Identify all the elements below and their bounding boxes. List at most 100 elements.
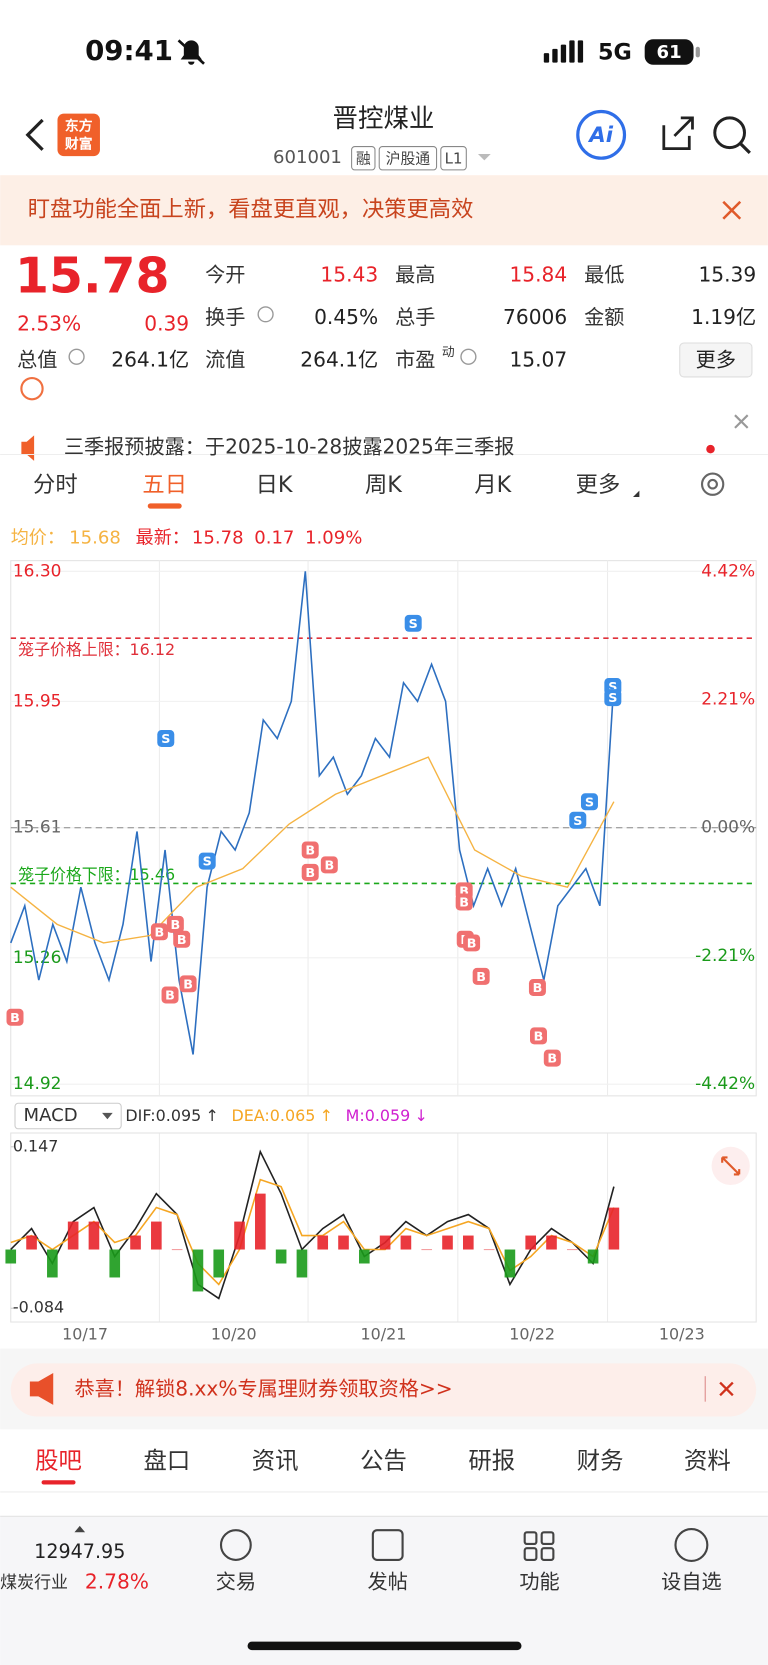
section-tab[interactable]: 股吧 [35, 1447, 82, 1475]
trade-marker [404, 614, 422, 632]
field-value: 0.45% [314, 305, 378, 329]
change: 0.39 [144, 311, 189, 335]
trade-marker-label: B [165, 989, 175, 1004]
trade-marker-label: B [305, 844, 315, 859]
trade-marker [569, 811, 587, 829]
tab[interactable]: 月K [474, 472, 512, 498]
stock-name: 晋控煤业 [333, 104, 435, 134]
tab[interactable]: 日K [256, 472, 294, 498]
trade-marker-label: B [467, 936, 477, 951]
badge-text: 沪股通 [386, 149, 431, 167]
trade-marker-label: B [183, 977, 193, 992]
app-logo [57, 113, 100, 157]
nav-item[interactable]: 功能 [519, 1570, 559, 1594]
section-tab[interactable]: 资料 [684, 1447, 731, 1475]
trade-marker [166, 915, 184, 933]
indicator-arrow: ↑ [320, 1106, 333, 1125]
macd-bar [608, 1207, 620, 1250]
macd-bar [504, 1249, 516, 1278]
field-value: 15.39 [698, 263, 756, 287]
search-button[interactable] [713, 116, 751, 155]
section-underline [41, 1480, 76, 1485]
macd-bar [296, 1249, 308, 1278]
macd-bar [566, 1249, 578, 1251]
promo-bg[interactable] [10, 1363, 757, 1417]
index-value: 12947.95 [34, 1540, 125, 1563]
macd-bar [26, 1235, 37, 1250]
trade-marker [301, 841, 319, 859]
banner-text: 盯盘功能全面上新，看盘更直观，决策更高效 [28, 197, 474, 223]
tab[interactable]: 分时 [33, 472, 78, 498]
legend-change-pct: 1.09% [305, 527, 362, 548]
cage-limit-label: 笼子价格上限：16.12 [18, 639, 175, 658]
nav-icons [219, 1528, 709, 1562]
macd-bar [442, 1235, 453, 1250]
cage-limit-name: 笼子价格下限： [18, 864, 129, 883]
y-tick-label: 15.95 [13, 691, 62, 711]
trade-marker [580, 793, 598, 811]
trade-marker [179, 975, 197, 993]
x-tick-label: 10/17 [62, 1324, 108, 1343]
more-button[interactable] [679, 342, 753, 378]
macd-bar [234, 1221, 245, 1250]
promo-close[interactable] [719, 1381, 734, 1397]
macd-title: MACD [23, 1105, 77, 1126]
tab[interactable]: 五日 [142, 472, 187, 498]
section-tab[interactable]: 资讯 [252, 1447, 299, 1475]
info-icon [257, 306, 274, 323]
y2-tick-label: 2.21% [701, 690, 755, 710]
trade-marker [530, 1027, 547, 1045]
section-tab[interactable]: 公告 [360, 1447, 407, 1475]
indicator-label: DIF: [125, 1106, 155, 1125]
cage-limit-label: 笼子价格下限：15.46 [18, 864, 175, 883]
macd-bar [338, 1235, 349, 1250]
settings-icon[interactable] [700, 472, 725, 496]
nav-item[interactable]: 设自选 [661, 1570, 721, 1594]
more-label: 更多 [696, 348, 736, 372]
trade-marker-label: S [409, 617, 418, 632]
field-label: 总值 [17, 348, 57, 372]
macd-bar [587, 1249, 599, 1264]
macd-bar [421, 1249, 433, 1251]
dropdown[interactable] [477, 153, 491, 161]
badge-text: 融 [356, 149, 371, 167]
macd-tick-label: -0.084 [13, 1298, 64, 1317]
nav-item[interactable]: 发帖 [368, 1570, 408, 1594]
notice-text: 三季报预披露：于2025-10-28披露2025年三季报 [64, 435, 515, 459]
field-value: 15.43 [320, 263, 378, 287]
last-price: 15.78 [15, 247, 169, 304]
section-tab[interactable]: 财务 [577, 1447, 624, 1475]
cage-limit-value: 16.12 [130, 639, 176, 658]
macd-selector[interactable] [14, 1102, 122, 1130]
field-value: 264.1亿 [300, 348, 378, 372]
field-value: 1.19亿 [691, 305, 756, 329]
trade-marker-label: B [155, 925, 165, 940]
macd-bar [192, 1249, 204, 1292]
trade-marker [320, 856, 338, 874]
trade-marker [6, 1008, 24, 1026]
share-button[interactable] [662, 116, 694, 151]
ai-button[interactable] [576, 109, 627, 160]
back-button[interactable] [25, 118, 44, 151]
badge-text: L1 [445, 149, 463, 167]
notice-close[interactable] [734, 414, 749, 429]
indicator-value: 0.095 [156, 1106, 202, 1125]
indicator-label: DEA: [232, 1106, 270, 1125]
field-sup: 动 [442, 345, 455, 360]
nav-item[interactable]: 交易 [216, 1570, 256, 1594]
section-tab[interactable]: 研报 [468, 1447, 515, 1475]
industry-name: 煤炭行业 [0, 1573, 68, 1593]
y-tick-label: 14.92 [13, 1074, 62, 1094]
tab[interactable]: 周K [365, 472, 403, 498]
x-tick-label: 10/21 [361, 1324, 407, 1343]
tab[interactable]: 更多 [576, 472, 621, 498]
section-tab[interactable]: 盘口 [143, 1447, 190, 1475]
trade-marker-label: B [170, 918, 180, 933]
banner-close[interactable] [722, 200, 742, 220]
macd-indicators: DIF:0.095 ↑ DEA:0.065 ↑ M:0.059 ↓ [125, 1106, 427, 1125]
macd-bar [317, 1235, 329, 1250]
field-label: 金额 [584, 305, 624, 329]
macd-bar [546, 1235, 557, 1250]
indicator-label: M: [346, 1106, 365, 1125]
